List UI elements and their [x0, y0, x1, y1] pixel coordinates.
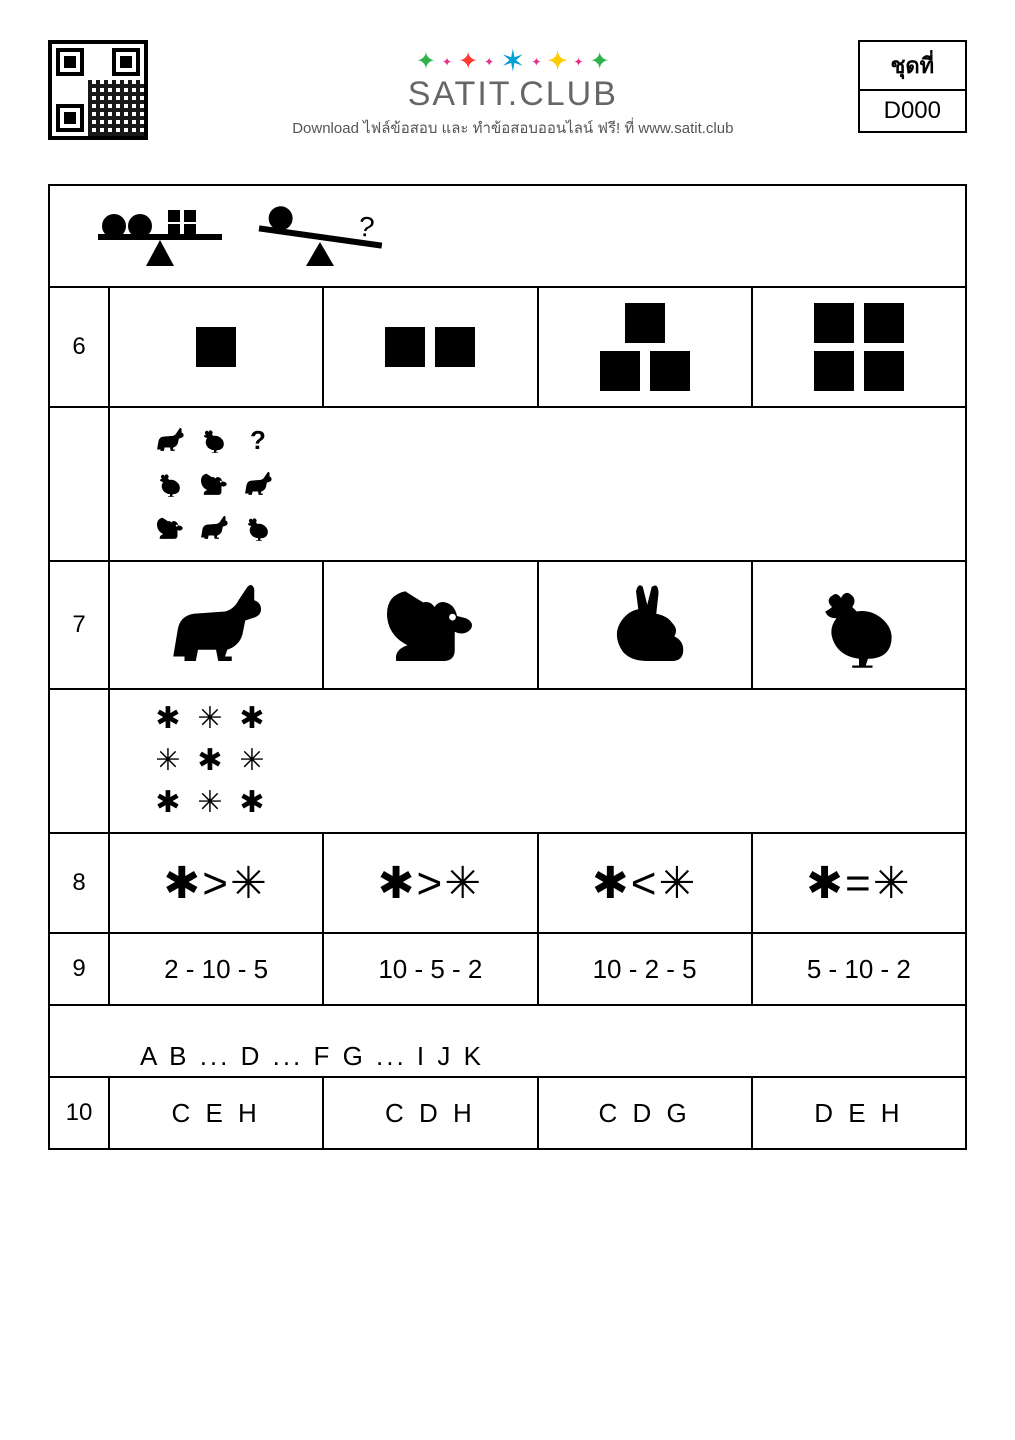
q10-opt-b[interactable]: C D H	[324, 1078, 538, 1148]
star-cell: ✱	[192, 743, 228, 779]
q7-opt-d[interactable]	[753, 562, 965, 688]
q9-number: 9	[50, 934, 110, 1004]
q10-prompt-row: A B ... D ... F G ... I J K	[50, 1004, 965, 1076]
kid-icon: ✦	[416, 47, 436, 76]
q7-opt-c[interactable]	[539, 562, 753, 688]
q6-number: 6	[50, 288, 110, 406]
kid-icon: ✦	[458, 47, 478, 76]
kids-icon-row: ✦✦ ✦✦ ✶✦ ✦✦ ✦	[168, 44, 858, 79]
star-cell: ✳	[192, 785, 228, 821]
q8-opt-c[interactable]: ✱<✳	[539, 834, 753, 932]
star-cell: ✱	[150, 785, 186, 821]
q6-prompt-row: ?	[50, 186, 965, 286]
q7-spacer	[50, 408, 110, 560]
animal-grid-prompt: ?	[110, 408, 965, 560]
brand-subtitle: Download ไฟล์ข้อสอบ และ ทำข้อสอบออนไลน์ …	[168, 116, 858, 140]
q8-prompt-row: ✱ ✳ ✱ ✳ ✱ ✳ ✱ ✳ ✱	[50, 688, 965, 832]
q7-options-row: 7	[50, 560, 965, 688]
q9-opt-a[interactable]: 2 - 10 - 5	[110, 934, 324, 1004]
q10-opt-d[interactable]: D E H	[753, 1078, 965, 1148]
q8-spacer	[50, 690, 110, 832]
star-cell: ✳	[192, 701, 228, 737]
qr-code	[48, 40, 148, 140]
star-cell: ✱	[234, 701, 270, 737]
brand-block: ✦✦ ✦✦ ✶✦ ✦✦ ✦ SATIT.CLUB Download ไฟล์ข้…	[168, 40, 858, 140]
kid-icon: ✦	[547, 47, 567, 76]
q6-opt-b[interactable]	[324, 288, 538, 406]
kid-icon: ✶	[500, 44, 525, 79]
star-cell: ✱	[150, 701, 186, 737]
q9-opt-c[interactable]: 10 - 2 - 5	[539, 934, 753, 1004]
q7-opt-a[interactable]	[110, 562, 324, 688]
q7-number: 7	[50, 562, 110, 688]
q10-opt-c[interactable]: C D G	[539, 1078, 753, 1148]
q10-opt-a[interactable]: C E H	[110, 1078, 324, 1148]
set-box: ชุดที่ D000	[858, 40, 967, 133]
q6-options-row: 6	[50, 286, 965, 406]
q10-number: 10	[50, 1078, 110, 1148]
q6-opt-c[interactable]	[539, 288, 753, 406]
page-header: ✦✦ ✦✦ ✶✦ ✦✦ ✦ SATIT.CLUB Download ไฟล์ข้…	[48, 40, 967, 160]
q8-opt-a[interactable]: ✱>✳	[110, 834, 324, 932]
q7-opt-b[interactable]	[324, 562, 538, 688]
q9-opt-b[interactable]: 10 - 5 - 2	[324, 934, 538, 1004]
star-grid-prompt: ✱ ✳ ✱ ✳ ✱ ✳ ✱ ✳ ✱	[110, 690, 965, 832]
balance-prompt: ?	[50, 186, 965, 286]
star-cell: ✳	[234, 743, 270, 779]
q6-opt-d[interactable]	[753, 288, 965, 406]
kid-icon: ✦	[590, 47, 610, 76]
svg-text:?: ?	[356, 210, 376, 243]
star-cell: ✱	[234, 785, 270, 821]
q9-opt-d[interactable]: 5 - 10 - 2	[753, 934, 965, 1004]
q10-options-row: 10 C E H C D H C D G D E H	[50, 1076, 965, 1148]
brand-title: SATIT.CLUB	[168, 75, 858, 114]
q8-opt-b[interactable]: ✱>✳	[324, 834, 538, 932]
set-label: ชุดที่	[860, 42, 965, 91]
q9-options-row: 9 2 - 10 - 5 10 - 5 - 2 10 - 2 - 5 5 - 1…	[50, 932, 965, 1004]
q6-opt-a[interactable]	[110, 288, 324, 406]
q8-opt-d[interactable]: ✱=✳	[753, 834, 965, 932]
worksheet: ? 6	[48, 184, 967, 1150]
star-cell: ✳	[150, 743, 186, 779]
grid-question-mark: ?	[238, 420, 278, 460]
set-code: D000	[860, 91, 965, 131]
q7-prompt-row: ?	[50, 406, 965, 560]
q8-options-row: 8 ✱>✳ ✱>✳ ✱<✳ ✱=✳	[50, 832, 965, 932]
q8-number: 8	[50, 834, 110, 932]
